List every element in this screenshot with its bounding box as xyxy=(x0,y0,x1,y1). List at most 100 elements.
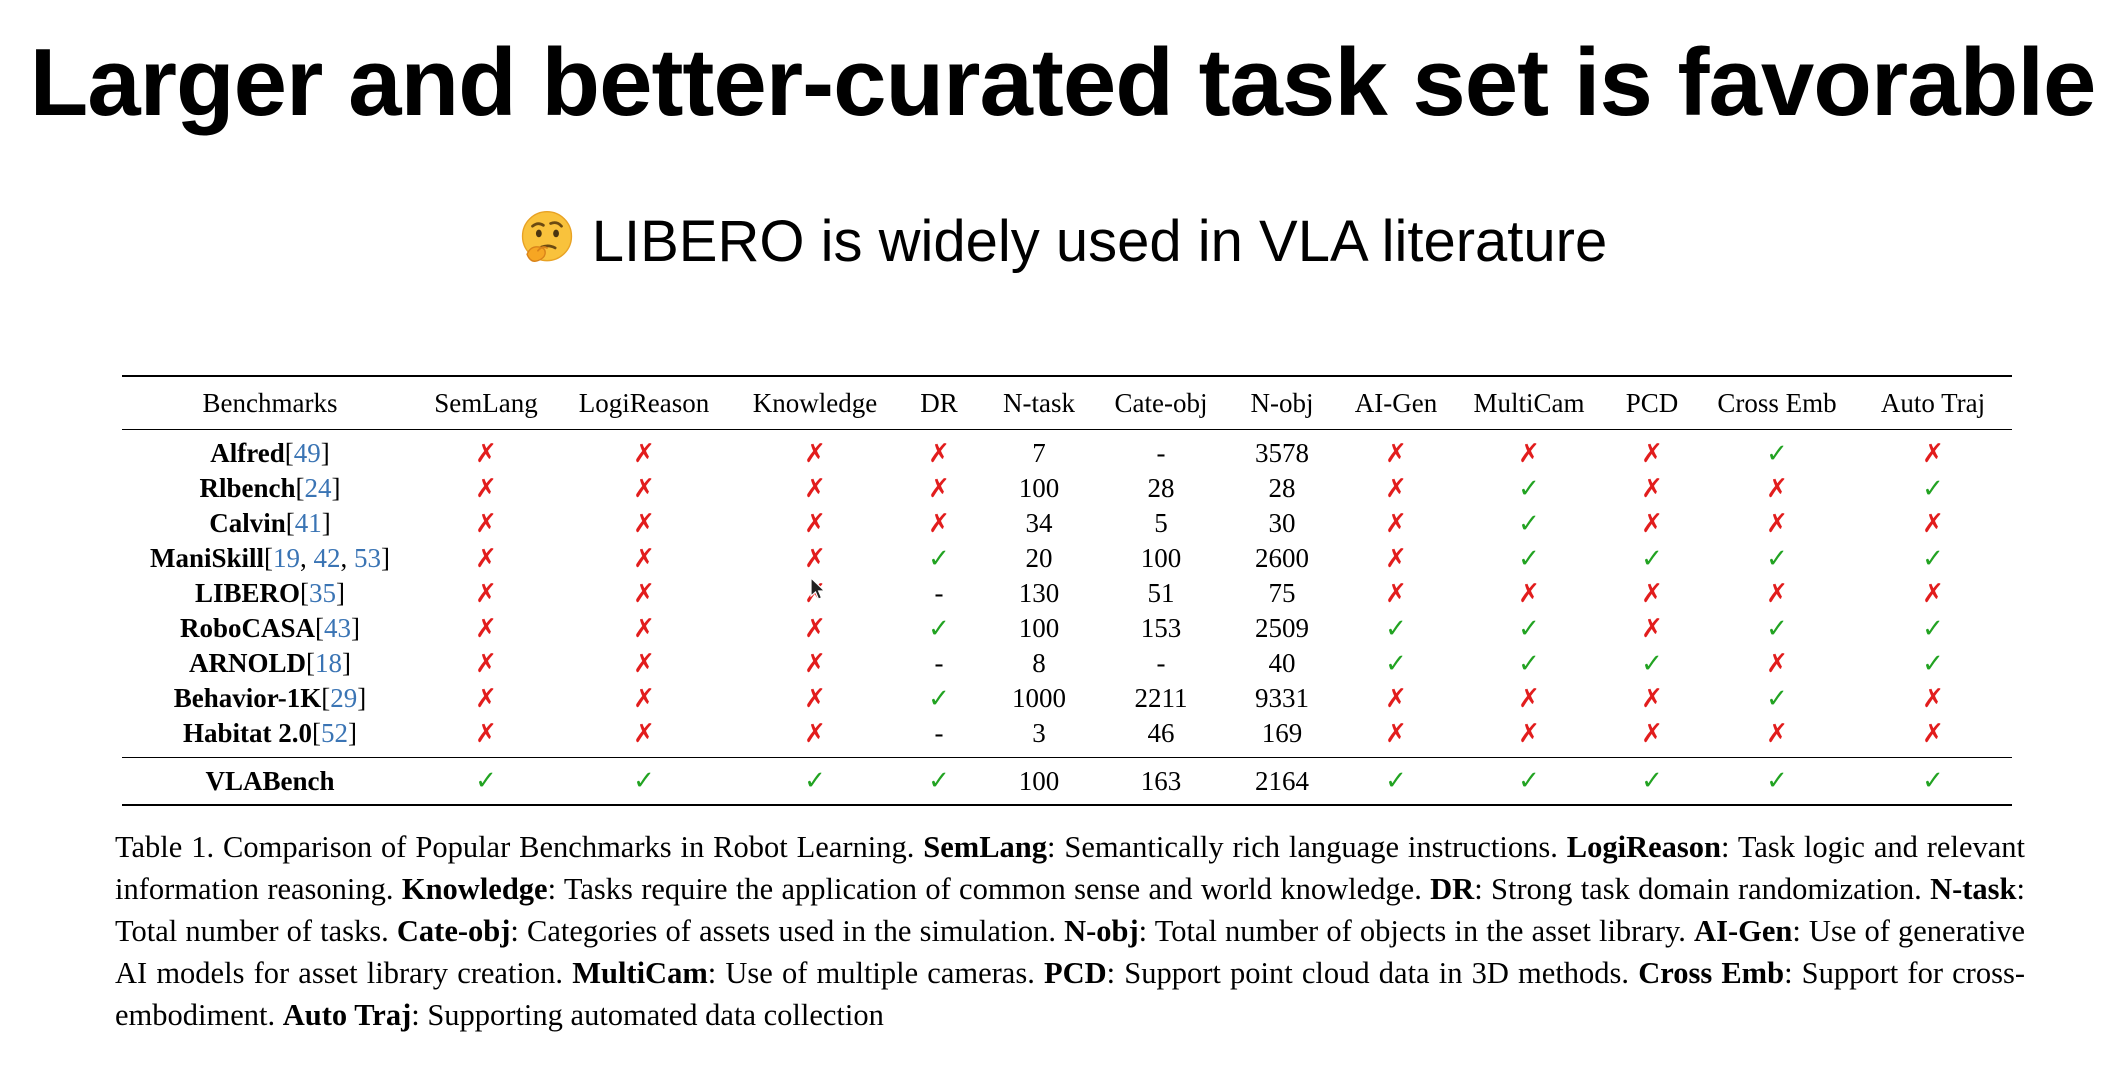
benchmark-name-cell: VLABench xyxy=(122,757,418,806)
column-header-pcd: PCD xyxy=(1604,375,1700,430)
check-mark-icon: ✓ xyxy=(1766,438,1788,469)
cross-mark-icon: ✗ xyxy=(1766,718,1788,749)
cross-mark-icon: ✗ xyxy=(1766,648,1788,679)
cross-mark-icon: ✗ xyxy=(633,438,655,469)
column-header-cross-emb: Cross Emb xyxy=(1700,375,1854,430)
cross-mark-icon: ✗ xyxy=(928,508,950,539)
check-mark-icon: ✓ xyxy=(1518,648,1540,679)
column-header-dr: DR xyxy=(896,375,982,430)
table-row: RoboCASA[43] ✗ ✗ ✗ ✓ 100 153 2509 ✓ ✓ ✗ ✓ ✓ xyxy=(122,611,2012,646)
check-mark-icon: ✓ xyxy=(1922,473,1944,504)
benchmark-name-cell: RoboCASA[43] xyxy=(179,613,361,643)
check-mark-icon: ✓ xyxy=(1641,543,1663,574)
cross-mark-icon: ✗ xyxy=(804,543,826,574)
check-mark-icon: ✓ xyxy=(1518,508,1540,539)
cell-n-task: 7 xyxy=(1032,438,1046,468)
cross-mark-icon: ✗ xyxy=(1385,718,1407,749)
benchmark-name: Rlbench xyxy=(199,473,296,503)
cross-mark-icon: ✗ xyxy=(1641,473,1663,504)
citation-link[interactable]: 43 xyxy=(324,613,352,643)
benchmark-table-container: Benchmarks SemLang LogiReason Knowledge DR N-… xyxy=(122,375,2012,806)
cross-mark-icon: ✗ xyxy=(1385,473,1407,504)
benchmark-name-cell: ARNOLD[18] xyxy=(188,648,351,678)
column-header-multicam: MultiCam xyxy=(1454,375,1604,430)
caption-term: LogiReason xyxy=(1566,830,1721,864)
check-mark-icon: ✓ xyxy=(928,543,950,574)
cross-mark-icon: ✗ xyxy=(475,613,497,644)
cross-mark-icon: ✗ xyxy=(1922,718,1944,749)
column-header-benchmarks: Benchmarks xyxy=(122,375,418,430)
caption-text: : Strong task domain randomization. xyxy=(1474,872,1931,906)
caption-term: PCD xyxy=(1043,956,1107,990)
caption-term: DR xyxy=(1430,872,1475,906)
citation-link[interactable]: 18 xyxy=(315,648,342,678)
cell-cate-obj: 46 xyxy=(1147,718,1175,748)
cross-mark-icon: ✗ xyxy=(804,683,826,714)
cell-dr: - xyxy=(934,578,944,608)
caption-term: SemLang xyxy=(923,830,1048,864)
slide-subtitle: LIBERO is widely used in VLA literature xyxy=(0,202,2125,282)
caption-text: : Support point cloud data in 3D methods… xyxy=(1106,956,1639,990)
check-mark-icon: ✓ xyxy=(418,757,554,806)
column-header-semlang: SemLang xyxy=(418,375,554,430)
caption-term: MultiCam xyxy=(572,956,708,990)
check-mark-icon: ✓ xyxy=(734,757,896,806)
cross-mark-icon: ✗ xyxy=(1922,438,1944,469)
cell-cate-obj: 5 xyxy=(1154,508,1168,538)
caption-term: Cross Emb xyxy=(1638,956,1785,990)
cross-mark-icon: ✗ xyxy=(475,648,497,679)
check-mark-icon: ✓ xyxy=(928,683,950,714)
caption-term: N-obj xyxy=(1064,914,1139,948)
cross-mark-icon: ✗ xyxy=(475,718,497,749)
cross-mark-icon: ✗ xyxy=(633,613,655,644)
citation-link[interactable]: 52 xyxy=(321,718,348,748)
cross-mark-icon: ✗ xyxy=(1641,578,1663,609)
cell-n-task: 1000 xyxy=(1012,683,1066,713)
citation-link[interactable]: 35 xyxy=(309,578,337,608)
benchmark-name: ARNOLD xyxy=(188,648,306,678)
citation-link[interactable]: 49 xyxy=(293,438,321,468)
caption-text: : Total number of objects in the asset l… xyxy=(1138,914,1695,948)
check-mark-icon: ✓ xyxy=(1604,757,1700,806)
cell-dr: - xyxy=(934,718,944,748)
cross-mark-icon: ✗ xyxy=(1518,718,1540,749)
cross-mark-icon: ✗ xyxy=(475,543,497,574)
caption-term: Cate-obj xyxy=(396,914,511,948)
check-mark-icon: ✓ xyxy=(1766,613,1788,644)
cross-mark-icon: ✗ xyxy=(928,473,950,504)
cross-mark-icon: ✗ xyxy=(1641,613,1663,644)
column-header-n-obj: N-obj xyxy=(1226,375,1338,430)
cell-n-task: 3 xyxy=(1032,718,1046,748)
citation-link[interactable]: 24 xyxy=(304,473,332,503)
cross-mark-icon: ✗ xyxy=(1641,508,1663,539)
benchmark-name: Habitat 2.0 xyxy=(182,718,312,748)
cross-mark-icon: ✗ xyxy=(804,578,826,609)
cell-n-task: 130 xyxy=(1018,578,1060,608)
cross-mark-icon: ✗ xyxy=(475,438,497,469)
cell-n-obj: 28 xyxy=(1268,473,1296,503)
cross-mark-icon: ✗ xyxy=(1766,473,1788,504)
cross-mark-icon: ✗ xyxy=(1922,508,1944,539)
caption-text: : Use of multiple cameras. xyxy=(707,956,1044,990)
cell-n-task: 34 xyxy=(1025,508,1053,538)
caption-text: : Support for cross-embodiment. xyxy=(115,956,2025,1032)
cross-mark-icon: ✗ xyxy=(804,613,826,644)
table-header-row: Benchmarks SemLang LogiReason Knowledge DR N-… xyxy=(122,375,2012,430)
citation-link[interactable]: 42 xyxy=(313,543,341,573)
caption-term: Auto Traj xyxy=(282,998,412,1032)
table-row: Habitat 2.0[52] ✗ ✗ ✗ - 3 46 169 ✗ ✗ ✗ ✗ ✗ xyxy=(122,716,2012,758)
citation-link[interactable]: 29 xyxy=(330,683,358,713)
cell-dr: - xyxy=(934,648,944,678)
benchmark-name-cell: Rlbench[24] xyxy=(199,473,341,503)
cross-mark-icon: ✗ xyxy=(633,683,655,714)
citation-link[interactable]: 19 xyxy=(273,543,301,573)
citation-link[interactable]: 41 xyxy=(294,508,322,538)
cross-mark-icon: ✗ xyxy=(475,473,497,504)
column-header-knowledge: Knowledge xyxy=(734,375,896,430)
citation-link[interactable]: 53 xyxy=(354,543,382,573)
slide-title: Larger and better-curated task set is fa… xyxy=(29,29,2097,136)
benchmark-name-cell: Calvin[41] xyxy=(209,508,331,538)
cell-n-task: 100 xyxy=(1018,473,1060,503)
cell-cate-obj: - xyxy=(1156,648,1166,678)
caption-text: : Categories of assets used in the simul… xyxy=(510,914,1065,948)
